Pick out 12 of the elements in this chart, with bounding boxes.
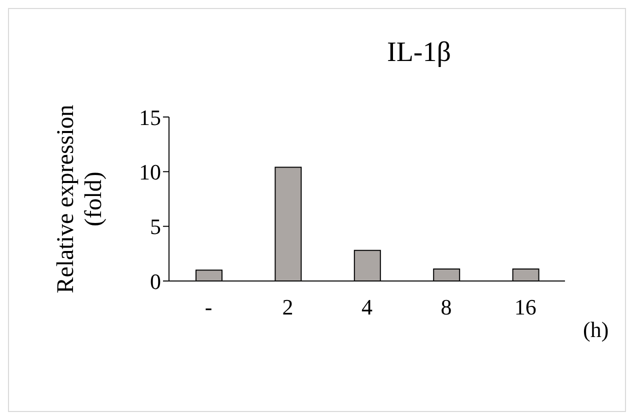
x-tick-label: 4 <box>362 294 372 320</box>
chart-title: IL-1β <box>386 37 452 69</box>
y-tick-label: 5 <box>150 214 161 240</box>
y-axis-title: Relative expression (fold) <box>53 104 107 294</box>
x-tick-label: 8 <box>440 294 452 320</box>
y-tick-label: 0 <box>150 268 161 294</box>
y-tick-label: 15 <box>139 104 161 130</box>
y-tick-label: 10 <box>139 159 161 184</box>
x-tick-label: 16 <box>514 294 536 320</box>
x-axis-title: (h) <box>583 317 609 343</box>
x-tick-label: 2 <box>282 294 294 320</box>
x-tick-label: - <box>204 294 212 320</box>
